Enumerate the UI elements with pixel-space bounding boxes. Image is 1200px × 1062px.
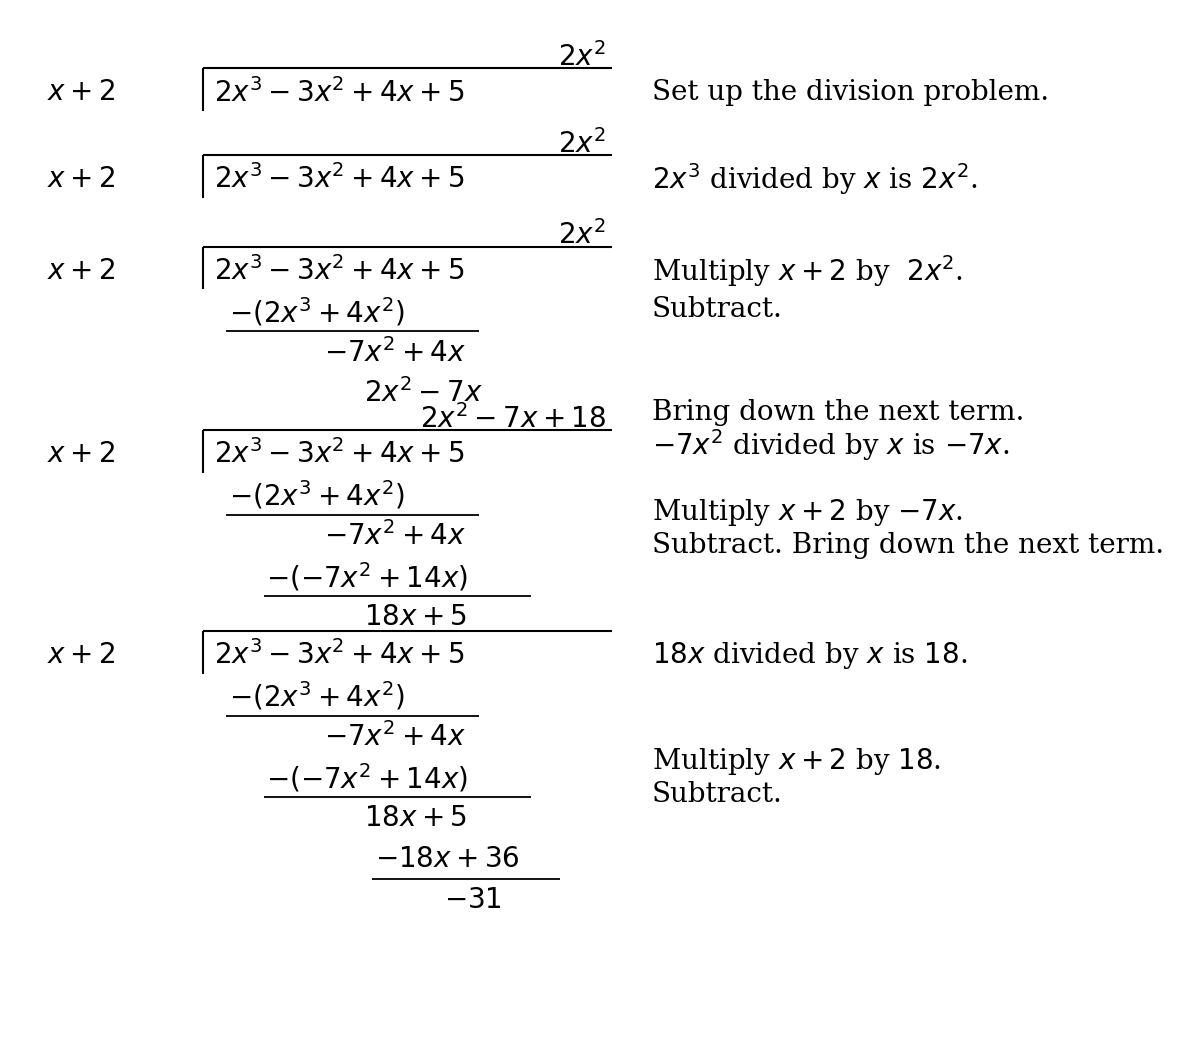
Text: Multiply $x + 2$ by  $2x^2$.: Multiply $x + 2$ by $2x^2$. [652, 253, 964, 289]
Text: $2x^3 - 3x^2 + 4x + 5$: $2x^3 - 3x^2 + 4x + 5$ [214, 256, 464, 286]
Text: Subtract.: Subtract. [652, 296, 782, 323]
Text: $-7x^2$ divided by $x$ is $-7x$.: $-7x^2$ divided by $x$ is $-7x$. [652, 427, 1009, 463]
Text: Subtract. Bring down the next term.: Subtract. Bring down the next term. [652, 532, 1164, 559]
Text: $2x^2$: $2x^2$ [558, 221, 606, 251]
Text: $x + 2$: $x + 2$ [47, 79, 115, 106]
Text: $2x^2$: $2x^2$ [558, 42, 606, 72]
Text: Multiply $x + 2$ by $18$.: Multiply $x + 2$ by $18$. [652, 746, 941, 777]
Text: $x + 2$: $x + 2$ [47, 441, 115, 468]
Text: Bring down the next term.: Bring down the next term. [652, 399, 1025, 426]
Text: $18x + 5$: $18x + 5$ [364, 604, 467, 631]
Text: Set up the division problem.: Set up the division problem. [652, 79, 1049, 106]
Text: $-(-7x^2 + 14x)$: $-(-7x^2 + 14x)$ [266, 761, 468, 794]
Text: $2x^3 - 3x^2 + 4x + 5$: $2x^3 - 3x^2 + 4x + 5$ [214, 165, 464, 194]
Text: $2x^3 - 3x^2 + 4x + 5$: $2x^3 - 3x^2 + 4x + 5$ [214, 640, 464, 670]
Text: $-(2x^3 + 4x^2)$: $-(2x^3 + 4x^2)$ [229, 295, 404, 328]
Text: $-31$: $-31$ [444, 887, 503, 913]
Text: $x + 2$: $x + 2$ [47, 257, 115, 285]
Text: $18x$ divided by $x$ is $18$.: $18x$ divided by $x$ is $18$. [652, 640, 967, 671]
Text: $x + 2$: $x + 2$ [47, 166, 115, 193]
Text: $-7x^2 + 4x$: $-7x^2 + 4x$ [324, 521, 466, 551]
Text: $-(2x^3 + 4x^2)$: $-(2x^3 + 4x^2)$ [229, 680, 404, 713]
Text: $2x^2 - 7x$: $2x^2 - 7x$ [364, 378, 482, 408]
Text: $2x^3 - 3x^2 + 4x + 5$: $2x^3 - 3x^2 + 4x + 5$ [214, 78, 464, 107]
Text: $2x^3 - 3x^2 + 4x + 5$: $2x^3 - 3x^2 + 4x + 5$ [214, 440, 464, 469]
Text: $2x^2 - 7x + 18$: $2x^2 - 7x + 18$ [420, 404, 606, 433]
Text: $-(2x^3 + 4x^2)$: $-(2x^3 + 4x^2)$ [229, 479, 404, 512]
Text: $2x^3$ divided by $x$ is $2x^2$.: $2x^3$ divided by $x$ is $2x^2$. [652, 161, 978, 198]
Text: $x + 2$: $x + 2$ [47, 641, 115, 669]
Text: Subtract.: Subtract. [652, 781, 782, 807]
Text: $18x + 5$: $18x + 5$ [364, 805, 467, 832]
Text: $2x^2$: $2x^2$ [558, 129, 606, 158]
Text: $-7x^2 + 4x$: $-7x^2 + 4x$ [324, 338, 466, 367]
Text: $-(-7x^2 + 14x)$: $-(-7x^2 + 14x)$ [266, 561, 468, 594]
Text: $-7x^2 + 4x$: $-7x^2 + 4x$ [324, 722, 466, 752]
Text: $-18x + 36$: $-18x + 36$ [376, 845, 520, 873]
Text: Multiply $x + 2$ by $-7x$.: Multiply $x + 2$ by $-7x$. [652, 497, 962, 528]
